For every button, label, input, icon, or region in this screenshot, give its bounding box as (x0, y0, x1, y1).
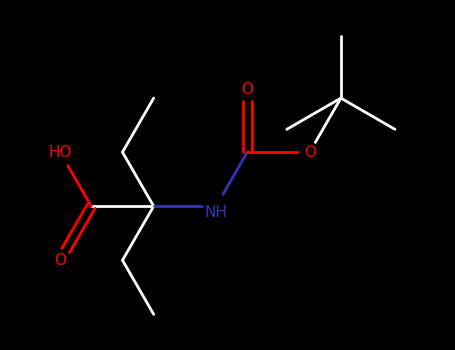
Text: NH: NH (205, 205, 228, 220)
Text: HO: HO (48, 145, 72, 160)
Text: O: O (241, 82, 253, 97)
Text: O: O (54, 253, 66, 268)
Text: O: O (303, 145, 316, 160)
